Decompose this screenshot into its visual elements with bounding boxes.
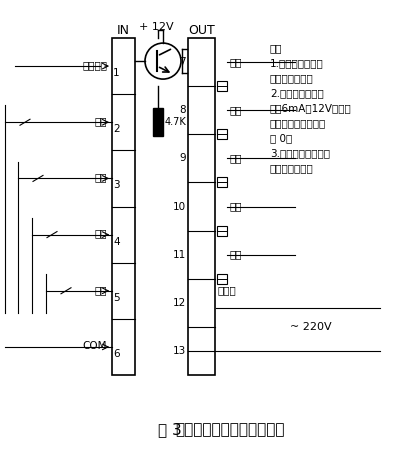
Text: + 12V: + 12V xyxy=(139,22,173,32)
Text: ~ 220V: ~ 220V xyxy=(290,322,331,332)
Text: 中门: 中门 xyxy=(229,202,241,212)
Bar xyxy=(217,226,227,236)
Bar xyxy=(217,129,227,139)
Text: 流＜6mA＋12V，直到: 流＜6mA＋12V，直到 xyxy=(270,103,352,113)
Text: 13: 13 xyxy=(173,346,186,356)
Text: 7: 7 xyxy=(179,57,186,67)
Text: 图 3: 图 3 xyxy=(158,423,181,438)
Text: 3.停止、称量信号输: 3.停止、称量信号输 xyxy=(270,148,330,158)
Text: 10: 10 xyxy=(173,202,186,212)
Bar xyxy=(217,177,227,187)
Text: 1: 1 xyxy=(113,68,120,78)
Text: 称完信号: 称完信号 xyxy=(82,60,107,70)
Text: COM: COM xyxy=(83,341,107,351)
Text: 称量: 称量 xyxy=(95,228,107,238)
Text: OUT: OUT xyxy=(188,24,215,37)
Text: 电磁阀: 电磁阀 xyxy=(217,285,236,295)
Text: 下料: 下料 xyxy=(229,105,241,115)
Text: 大门: 大门 xyxy=(229,250,241,260)
Text: 6: 6 xyxy=(113,349,120,359)
Text: 称量控制器的输入输出信号: 称量控制器的输入输出信号 xyxy=(175,423,284,438)
Text: 2: 2 xyxy=(113,124,120,134)
Bar xyxy=(188,38,215,375)
Bar xyxy=(153,108,163,136)
Text: 5: 5 xyxy=(113,293,120,303)
Text: 11: 11 xyxy=(173,250,186,260)
Text: 注：: 注： xyxy=(270,43,282,53)
Bar xyxy=(112,38,135,375)
Bar xyxy=(217,81,227,91)
Bar xyxy=(217,274,227,284)
Text: 1.倒料输入为一脉: 1.倒料输入为一脉 xyxy=(270,58,324,68)
Text: IN: IN xyxy=(117,24,130,37)
Text: 倒料: 倒料 xyxy=(95,172,107,182)
Text: 9: 9 xyxy=(179,153,186,163)
Text: 3: 3 xyxy=(113,181,120,190)
Text: 小门: 小门 xyxy=(229,153,241,163)
Text: 大粒: 大粒 xyxy=(95,285,107,295)
Text: 下一次称量开始时返: 下一次称量开始时返 xyxy=(270,118,326,128)
Text: 12: 12 xyxy=(173,298,186,308)
Text: 为 0。: 为 0。 xyxy=(270,133,292,143)
Text: 入为自锁开关。: 入为自锁开关。 xyxy=(270,163,314,173)
Text: 4: 4 xyxy=(113,237,120,247)
Text: 停止: 停止 xyxy=(95,116,107,126)
Text: 8: 8 xyxy=(179,105,186,115)
Text: 倒料: 倒料 xyxy=(229,57,241,67)
Text: 4.7K: 4.7K xyxy=(165,117,187,127)
Text: 2.称完信号输出电: 2.称完信号输出电 xyxy=(270,88,324,98)
Text: 冲式开关信号。: 冲式开关信号。 xyxy=(270,73,314,83)
